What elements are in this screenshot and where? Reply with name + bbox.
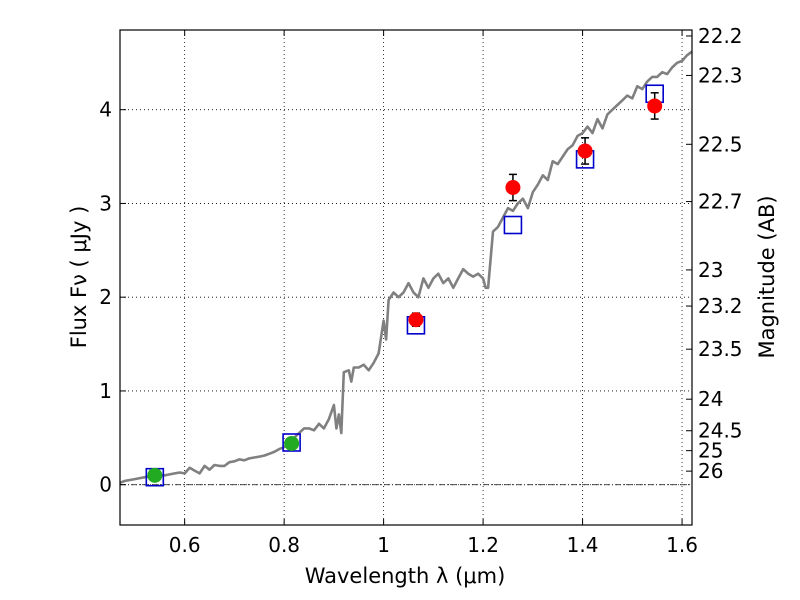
x-tick-label: 1.4 <box>567 533 599 557</box>
mag-tick-label: 24.5 <box>698 419 743 443</box>
x-tick-label: 1.2 <box>467 533 499 557</box>
data-point <box>505 180 521 195</box>
spectrum-series <box>119 50 693 485</box>
data-point <box>408 312 424 328</box>
observed-points-series <box>147 98 663 483</box>
mag-tick-label: 23.2 <box>698 294 743 318</box>
spectrum-line <box>119 50 693 485</box>
data-point <box>284 435 300 451</box>
x-axis-title-text: Wavelength λ (μm) <box>305 564 506 588</box>
mag-tick-label: 26 <box>698 459 723 483</box>
x-tick-label: 0.8 <box>268 533 300 557</box>
y-axis-title: Flux Fν ( μJy ) <box>67 206 91 349</box>
model-square <box>282 433 301 452</box>
plot-frame <box>119 29 693 526</box>
y-tick-label: 2 <box>99 285 112 309</box>
mag-tick-label: 22.3 <box>698 63 743 87</box>
grid <box>120 30 692 525</box>
y-axis-right-title: Magnitude (AB) <box>755 195 779 358</box>
y-tick-label: 4 <box>99 98 112 122</box>
model-square <box>503 215 523 235</box>
axis-ticks <box>120 30 692 525</box>
data-point <box>647 98 663 114</box>
y-tick-label: 1 <box>99 379 112 403</box>
mag-tick-label: 22.2 <box>698 24 743 48</box>
mag-tick-label: 22.7 <box>698 190 743 214</box>
mag-tick-label: 24 <box>698 387 723 411</box>
data-point <box>577 143 593 159</box>
y-tick-label: 3 <box>99 191 112 215</box>
mag-tick-label: 23 <box>698 258 723 282</box>
mag-tick-label: 23.5 <box>698 337 743 361</box>
y-axis-title-text: Flux Fν ( μJy ) <box>67 206 91 349</box>
x-axis-title: Wavelength λ (μm) <box>305 564 506 588</box>
x-tick-label: 1.6 <box>666 533 698 557</box>
mag-tick-label: 25 <box>698 439 723 463</box>
mag-tick-label: 22.5 <box>698 132 743 156</box>
x-tick-label: 0.6 <box>169 533 201 557</box>
tick-labels: 0.6 0.8 1 1.2 1.4 1.60123422.222.322.522.7232… <box>99 24 742 557</box>
x-tick-label: 1 <box>377 533 390 557</box>
y-tick-label: 0 <box>99 473 112 497</box>
y-axis-right-title-text: Magnitude (AB) <box>755 195 779 358</box>
data-point <box>147 467 163 483</box>
